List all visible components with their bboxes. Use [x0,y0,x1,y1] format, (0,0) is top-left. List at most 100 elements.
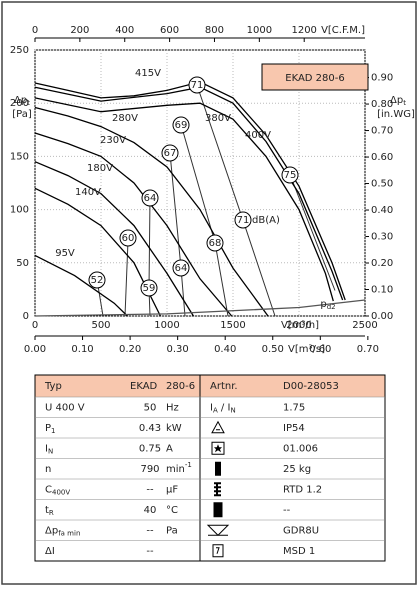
row-unit: min-1​ [166,461,192,475]
icon [212,544,224,558]
table-header-cell: D00-28053 [283,381,339,392]
db-circle [172,259,190,277]
x-tick-label: 2500 [352,320,377,331]
icon-shape [206,524,230,536]
row-value: 0.75 [139,443,161,454]
curve [34,299,366,317]
y2-tick-label: 0.50 [371,179,393,190]
db-label: 67 [164,148,177,159]
row-symbol: tR​ [45,505,54,517]
db-circle [234,211,252,229]
db-label: 60 [122,233,135,244]
badge [261,63,369,91]
icon [211,441,225,455]
row-value: 0.43 [139,423,161,434]
row-symbol-text: t [45,505,49,516]
series-label: 180V [87,163,113,174]
curve [34,254,128,317]
series-label: 380V [205,113,231,124]
iso-line [124,238,129,317]
row-rsymbol-sub: A [213,406,218,414]
y2-tick-label: 0.60 [371,152,393,163]
row-symbol-text: U 400 V [45,402,85,413]
db-label: 69 [175,120,188,131]
row-unit: Hz [166,402,179,413]
icon-shape [211,420,225,434]
icon-shape [214,482,221,497]
row-symbol-sub: 400V [52,488,70,496]
row-symbol-sub: N [48,447,53,455]
x-tick-label: 1000 [154,320,179,331]
row-rvalue: RTD 1.2 [283,484,322,495]
table-header-cell: 280-6 [166,381,195,392]
row-unit-text: Pa [166,525,178,536]
curve [34,86,344,301]
row-rvalue: MSD 1 [283,546,315,557]
x3-tick-label: 0.20 [119,344,141,355]
row-value: 40 [144,505,157,516]
row-rvalue: -- [283,505,291,516]
series-label: 400V [245,130,271,141]
row-unit: µF [166,484,178,495]
curve [34,97,334,302]
series-label: 95V [55,248,75,259]
row-rvalue: 01.006 [283,443,318,454]
row-unit-sup: -1 [185,461,192,469]
icon [215,461,221,476]
x2-tick-label: 0 [32,25,38,36]
row-unit-text: kW [166,423,182,434]
row-symbol: IN​ [45,443,53,455]
db-label: 68 [209,238,222,249]
db-label: 71 [237,215,250,226]
y-tick-label: 150 [10,151,29,162]
row-value: -- [146,525,154,536]
row-rsymbol-sub: N [230,406,235,414]
row-rsymbol-text: I [210,402,213,413]
x3-tick-label: 0.70 [357,344,379,355]
y-label-text: Δp [14,95,27,106]
db-circle [141,189,159,207]
row-symbol-text: P [45,423,51,434]
icon-shape [213,502,223,518]
db-circle [206,234,224,252]
x2-tick-label: 600 [160,25,179,36]
row-unit: Pa [166,525,178,536]
table-header-bg [35,375,385,397]
table-header-cell: Artnr. [210,381,238,392]
row-symbol-text: n [45,464,51,475]
x3-tick-label: 0.00 [24,344,46,355]
x3-tick-label: 0.50 [262,344,284,355]
x3-label: V[m³/s] [288,344,325,355]
table-header-cell: EKAD [130,381,158,392]
row-value: 50 [144,402,157,413]
db-unit: dB(A) [252,215,280,226]
y2-tick-label: 0.20 [371,258,393,269]
row-value: -- [146,546,154,557]
y2-tick-label: 0.90 [371,73,393,84]
y-label: Δpt​ [14,95,30,107]
table-border [34,374,386,562]
row-rvalue: 1.75 [283,402,305,413]
db-label: 59 [143,283,156,294]
curve [34,132,233,317]
row-unit-text: µF [166,484,178,495]
db-circle [188,76,206,94]
row-rsymbol-text: / I [218,402,231,413]
row-value: 790 [140,464,159,475]
y-tick-label: 200 [10,98,29,109]
x-label: V[m³/h] [281,320,319,331]
y2-label-text: Δp [390,95,403,106]
series-label: 280V [112,113,138,124]
db-label: 75 [284,170,297,181]
y2-label-sub: t [403,99,406,107]
series-label-text: p [320,299,326,310]
curve [34,106,269,317]
series-label: pd2​ [320,299,335,311]
y-label-sub: t [27,99,30,107]
icon-shape [212,544,224,558]
y-tick-label: 250 [10,45,29,56]
y2-tick-label: 0.10 [371,285,393,296]
y-tick-label: 0 [23,311,29,322]
x2-tick-label: 400 [115,25,134,36]
